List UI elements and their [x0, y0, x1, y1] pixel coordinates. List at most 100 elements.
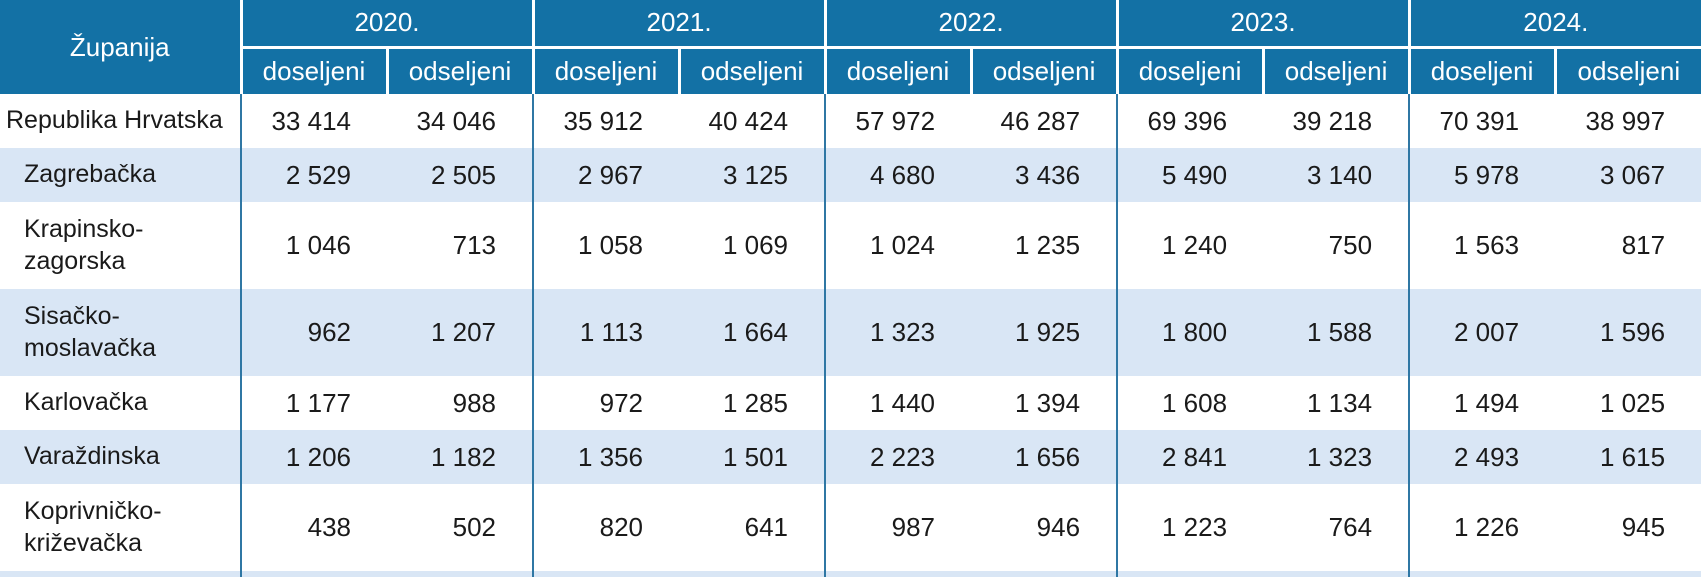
- value-cell: [1263, 571, 1410, 577]
- value-cell: [1555, 571, 1701, 577]
- sub-header-doseljeni-2020: doseljeni: [239, 47, 387, 94]
- value-cell: 1 223: [1116, 484, 1264, 571]
- value-cell: 438: [240, 484, 387, 571]
- sub-header-odseljeni-2023: odseljeni: [1261, 47, 1410, 94]
- value-cell: 1 182: [387, 430, 534, 484]
- value-cell: 1 563: [1408, 202, 1556, 289]
- value-cell: [532, 571, 680, 577]
- value-cell: 1 501: [679, 430, 826, 484]
- value-cell: [824, 571, 972, 577]
- value-cell: 2 493: [1408, 430, 1556, 484]
- value-cell: 1 025: [1555, 376, 1701, 430]
- value-cell: 713: [387, 202, 534, 289]
- value-cell: 1 656: [971, 430, 1118, 484]
- value-cell: 3 436: [971, 148, 1118, 202]
- sub-header-doseljeni-2021: doseljeni: [531, 47, 680, 94]
- year-header-2023: 2023.: [1115, 0, 1410, 49]
- value-cell: 1 800: [1116, 289, 1264, 376]
- value-cell: 502: [387, 484, 534, 571]
- table-row: Sisačko- moslavačka 962 1 207 1 113 1 66…: [0, 289, 1701, 376]
- value-cell: 764: [1263, 484, 1410, 571]
- value-cell: 1 024: [824, 202, 972, 289]
- value-cell: 1 588: [1263, 289, 1410, 376]
- value-cell: 1 046: [240, 202, 387, 289]
- value-cell: 2 841: [1116, 430, 1264, 484]
- value-cell: [387, 571, 534, 577]
- year-header-2020: 2020.: [239, 0, 534, 49]
- sub-header-doseljeni-2023: doseljeni: [1115, 47, 1264, 94]
- sub-header-odseljeni-2024: odseljeni: [1553, 47, 1701, 94]
- county-cell: Karlovačka: [0, 376, 241, 430]
- sub-header-odseljeni-2021: odseljeni: [677, 47, 826, 94]
- year-header-row: Županija 2020. 2021. 2022. 2023. 2024.: [0, 0, 1701, 94]
- value-cell: 972: [532, 376, 680, 430]
- value-cell: 2 967: [532, 148, 680, 202]
- value-cell: [679, 571, 826, 577]
- value-cell: 3 125: [679, 148, 826, 202]
- value-cell: [1116, 571, 1264, 577]
- sub-header-row: doseljeni odseljeni doseljeni odseljeni …: [0, 47, 1701, 94]
- value-cell: [1408, 571, 1556, 577]
- value-cell: 4 680: [824, 148, 972, 202]
- value-cell: 5 490: [1116, 148, 1264, 202]
- county-cell: Koprivničko- križevačka: [0, 484, 241, 571]
- value-cell: 1 113: [532, 289, 680, 376]
- value-cell: 946: [971, 484, 1118, 571]
- column-header-zupanija: Županija: [0, 0, 241, 94]
- value-cell: 2 505: [387, 148, 534, 202]
- year-header-2021: 2021.: [531, 0, 826, 49]
- value-cell: 40 424: [679, 94, 826, 148]
- table-row: Republika Hrvatska 33 414 34 046 35 912 …: [0, 94, 1701, 148]
- value-cell: 1 177: [240, 376, 387, 430]
- value-cell: 1 069: [679, 202, 826, 289]
- value-cell: 1 240: [1116, 202, 1264, 289]
- value-cell: 1 494: [1408, 376, 1556, 430]
- value-cell: [971, 571, 1118, 577]
- value-cell: 70 391: [1408, 94, 1556, 148]
- sub-header-doseljeni-2022: doseljeni: [823, 47, 972, 94]
- value-cell: 57 972: [824, 94, 972, 148]
- value-cell: 46 287: [971, 94, 1118, 148]
- value-cell: 69 396: [1116, 94, 1264, 148]
- year-header-2022: 2022.: [823, 0, 1118, 49]
- table-row: Krapinsko- zagorska 1 046 713 1 058 1 06…: [0, 202, 1701, 289]
- value-cell: 641: [679, 484, 826, 571]
- value-cell: 1 134: [1263, 376, 1410, 430]
- value-cell: 1 323: [824, 289, 972, 376]
- value-cell: 1 226: [1408, 484, 1556, 571]
- value-cell: 1 394: [971, 376, 1118, 430]
- table-row: Varaždinska 1 206 1 182 1 356 1 501 2 22…: [0, 430, 1701, 484]
- value-cell: 1 323: [1263, 430, 1410, 484]
- value-cell: 2 223: [824, 430, 972, 484]
- value-cell: 1 285: [679, 376, 826, 430]
- value-cell: 1 058: [532, 202, 680, 289]
- value-cell: 34 046: [387, 94, 534, 148]
- value-cell: 1 925: [971, 289, 1118, 376]
- value-cell: 988: [387, 376, 534, 430]
- county-cell: Republika Hrvatska: [0, 94, 241, 148]
- county-cell: Krapinsko- zagorska: [0, 202, 241, 289]
- table-row: Zagrebačka 2 529 2 505 2 967 3 125 4 680…: [0, 148, 1701, 202]
- county-cell: Sisačko- moslavačka: [0, 289, 241, 376]
- value-cell: 39 218: [1263, 94, 1410, 148]
- table-row: Koprivničko- križevačka 438 502 820 641 …: [0, 484, 1701, 571]
- value-cell: 1 664: [679, 289, 826, 376]
- county-cell: Zagrebačka: [0, 148, 241, 202]
- value-cell: 1 608: [1116, 376, 1264, 430]
- value-cell: 1 235: [971, 202, 1118, 289]
- partial-next-row: [0, 571, 1701, 577]
- value-cell: 38 997: [1555, 94, 1701, 148]
- value-cell: [240, 571, 387, 577]
- value-cell: 5 978: [1408, 148, 1556, 202]
- sub-header-odseljeni-2022: odseljeni: [969, 47, 1118, 94]
- year-header-2024: 2024.: [1407, 0, 1701, 49]
- value-cell: 1 356: [532, 430, 680, 484]
- value-cell: 2 007: [1408, 289, 1556, 376]
- county-cell: Varaždinska: [0, 430, 241, 484]
- value-cell: 1 596: [1555, 289, 1701, 376]
- value-cell: 3 067: [1555, 148, 1701, 202]
- value-cell: 817: [1555, 202, 1701, 289]
- sub-header-doseljeni-2024: doseljeni: [1407, 47, 1556, 94]
- county-cell: [0, 571, 241, 577]
